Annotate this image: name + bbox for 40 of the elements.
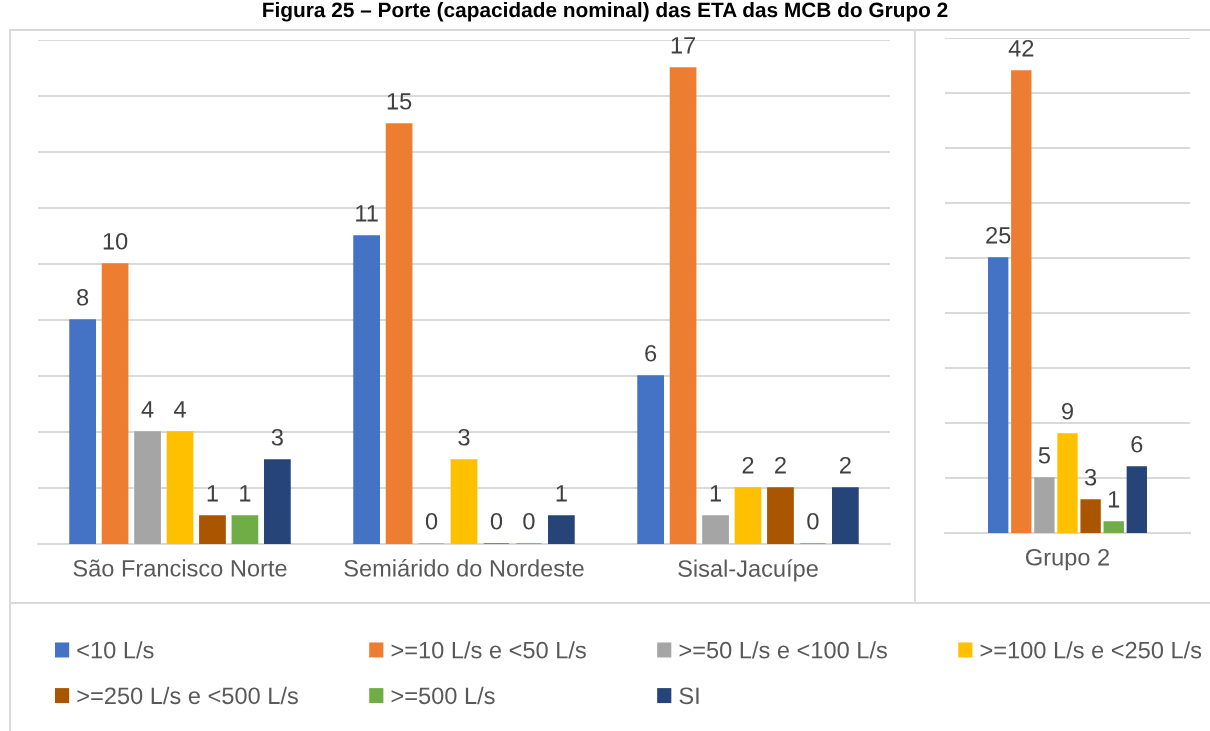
data-label: 1 — [710, 485, 721, 502]
data-label: 3 — [1084, 468, 1097, 486]
legend-label: >=50 L/s e <100 L/s — [679, 641, 887, 659]
data-label: 2 — [775, 456, 786, 474]
chart-title: Figura 25 – Porte (capacidade nominal) das ETA das MCB do Grupo 2 — [263, 2, 948, 22]
data-label: 0 — [807, 512, 819, 530]
x-tick-label: Grupo 2 — [1026, 548, 1109, 571]
data-label: 8 — [77, 288, 89, 306]
legend-label: SI — [679, 687, 699, 705]
data-label: 0 — [523, 512, 535, 530]
data-label: 1 — [207, 485, 218, 502]
data-label: 0 — [490, 512, 503, 530]
legend-label: >=100 L/s e <250 L/s — [980, 641, 1202, 659]
data-label: 25 — [986, 226, 1011, 244]
data-label: 17 — [671, 37, 696, 54]
data-label: 2 — [839, 456, 851, 474]
data-label: 5 — [1038, 447, 1050, 464]
data-label: 1 — [240, 485, 251, 502]
data-label: 4 — [173, 401, 186, 418]
data-label: 6 — [645, 344, 657, 362]
legend-label: <10 L/s — [77, 641, 154, 659]
data-label: 3 — [271, 428, 283, 446]
legend-label: >=250 L/s e <500 L/s — [77, 686, 298, 705]
data-label: 9 — [1062, 402, 1073, 420]
data-label: 1 — [1108, 491, 1120, 508]
data-label: 10 — [103, 232, 128, 250]
legend-label: >=10 L/s e <50 L/s — [391, 641, 586, 659]
data-label: 0 — [425, 512, 438, 530]
data-label: 42 — [1008, 39, 1034, 57]
data-label: 6 — [1131, 435, 1143, 453]
x-tick-label: Sisal-Jacuípe — [678, 559, 818, 582]
x-tick-label: Semiárido do Nordeste — [344, 559, 584, 577]
data-label: 4 — [141, 401, 154, 418]
x-tick-label: São Francisco Norte — [73, 559, 287, 577]
legend-label: >=500 L/s — [391, 686, 495, 705]
data-label: 1 — [556, 485, 567, 502]
data-label: 3 — [458, 428, 470, 446]
data-label: 15 — [387, 93, 412, 110]
data-label: 2 — [742, 456, 754, 474]
data-label: 11 — [356, 205, 378, 222]
